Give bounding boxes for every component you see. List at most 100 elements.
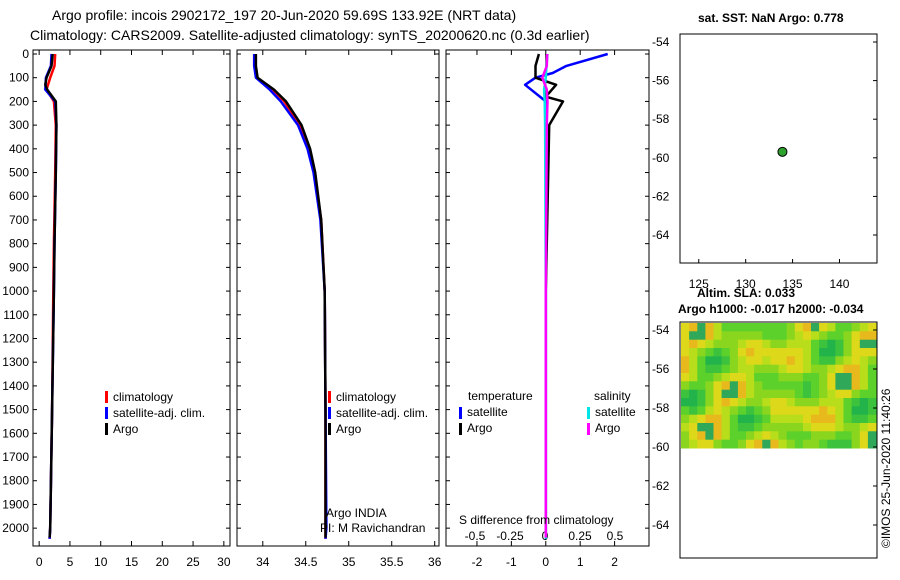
salinity-lines	[252, 54, 328, 539]
sla-cell	[705, 414, 714, 424]
sla-cell	[867, 398, 877, 407]
sla-heatmap	[681, 323, 877, 449]
sla-cell	[681, 423, 690, 432]
depth-tick-label: 100	[9, 71, 29, 85]
sla-cell	[737, 381, 747, 391]
sla-cell	[762, 381, 771, 391]
sla-cell	[827, 439, 836, 449]
sla-cell	[697, 356, 706, 366]
difference-panel-frame	[445, 49, 650, 547]
sla-cell	[802, 389, 812, 399]
legend-swatch-argo	[105, 423, 108, 435]
sla-cell	[786, 398, 796, 407]
sla-cell	[867, 348, 877, 357]
sla-cell	[770, 331, 779, 341]
sla-map-title-2: Argo h1000: -0.017 h2000: -0.034	[678, 302, 864, 316]
sla-cell	[729, 398, 739, 407]
sla-cell	[721, 431, 731, 441]
sla-cell	[786, 339, 796, 349]
sla-cell	[746, 423, 755, 432]
sla-cell	[802, 381, 812, 391]
sla-cell	[737, 431, 747, 441]
sla-cell	[786, 364, 796, 374]
depth-tick-label: 600	[9, 189, 29, 203]
depth-tick-label: 1000	[2, 284, 29, 298]
lat-tick-label: -56	[652, 74, 670, 88]
sla-cell	[843, 356, 853, 366]
sla-cell	[851, 356, 861, 366]
sla-cell	[762, 373, 771, 382]
sla-cell	[689, 431, 698, 441]
sla-cell	[851, 423, 861, 432]
sla-cell	[827, 331, 836, 341]
sla-cell	[811, 414, 820, 424]
sla-cell	[689, 323, 698, 332]
sla-cell	[819, 339, 828, 349]
sla-cell	[851, 348, 861, 357]
sla-cell	[835, 373, 844, 382]
lon-tick-label: 125	[689, 277, 709, 291]
sla-cell	[802, 331, 812, 341]
sla-cell	[681, 364, 690, 374]
sla-cell	[746, 348, 755, 357]
sla-cell	[713, 348, 723, 357]
sla-cell	[697, 406, 706, 416]
sla-cell	[819, 373, 828, 382]
sla-cell	[737, 339, 747, 349]
sla-cell	[827, 423, 836, 432]
sla-cell	[697, 331, 706, 341]
sla-cell	[802, 373, 812, 382]
sla-cell	[778, 373, 788, 382]
sla-cell	[851, 431, 861, 441]
sla-cell	[746, 398, 755, 407]
sla-cell	[697, 431, 706, 441]
sla-cell	[859, 389, 869, 399]
sla-cell	[859, 331, 869, 341]
sla-cell	[689, 364, 698, 374]
sla-cell	[827, 323, 836, 332]
sla-cell	[835, 431, 844, 441]
sla-cell	[713, 406, 723, 416]
sla-cell	[705, 398, 714, 407]
x-tick-label: 15	[125, 555, 139, 569]
sla-cell	[794, 406, 804, 416]
sla-cell	[737, 406, 747, 416]
lat-tick-label: -62	[652, 189, 670, 203]
sla-cell	[681, 339, 690, 349]
sla-cell	[713, 339, 723, 349]
salinity-diff-tick-label: -0.25	[496, 529, 524, 543]
sla-cell	[827, 398, 836, 407]
sla-cell	[794, 423, 804, 432]
sla-cell	[770, 431, 779, 441]
depth-tick-label: 1100	[3, 308, 29, 322]
sla-cell	[746, 339, 755, 349]
x-tick-label: 1	[577, 555, 584, 569]
sla-cell	[729, 331, 739, 341]
sla-cell	[859, 348, 869, 357]
sla-cell	[713, 439, 723, 449]
sla-cell	[721, 406, 731, 416]
sla-cell	[827, 406, 836, 416]
sla-cell	[689, 423, 698, 432]
sla-cell	[811, 406, 820, 416]
sla-cell	[697, 398, 706, 407]
lat-tick-label-2: -62	[652, 479, 670, 493]
sla-cell	[689, 356, 698, 366]
temperature-panel-frame	[32, 49, 231, 547]
sla-cell	[697, 423, 706, 432]
sla-cell	[835, 348, 844, 357]
sla-cell	[705, 356, 714, 366]
sla-cell	[746, 331, 755, 341]
depth-tick-label: 1200	[2, 331, 29, 345]
sla-cell	[827, 431, 836, 441]
sla-cell	[778, 423, 788, 432]
legend-swatch-satellite	[105, 407, 108, 419]
sla-cell	[819, 439, 828, 449]
sla-cell	[867, 339, 877, 349]
sla-cell	[697, 373, 706, 382]
sla-cell	[835, 423, 844, 432]
sla-cell	[681, 331, 690, 341]
sla-cell	[843, 439, 853, 449]
sla-cell	[867, 389, 877, 399]
legend-swatch-s-satellite	[587, 407, 590, 419]
